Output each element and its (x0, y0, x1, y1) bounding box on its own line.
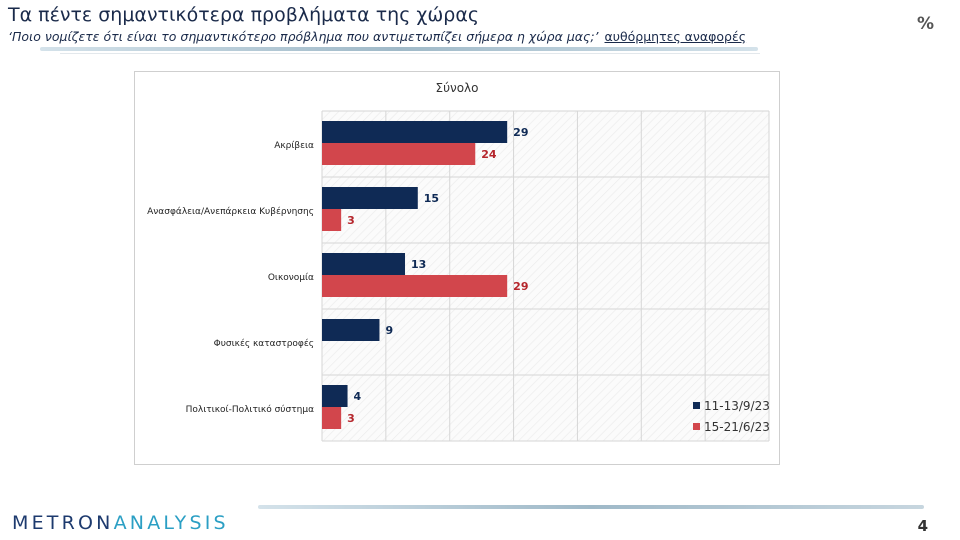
metron-analysis-logo: METRONANALYSIS (12, 512, 229, 534)
bar (322, 143, 476, 165)
data-label: 24 (481, 148, 497, 161)
category-label: Πολιτικοί-Πολιτικό σύστημα (186, 404, 314, 415)
logo-part-metron: METRON (12, 512, 114, 534)
category-label: Οικονομία (268, 273, 314, 283)
chart-title: Σύνολο (435, 81, 478, 95)
bar (322, 187, 418, 209)
bar (322, 121, 508, 143)
legend-label: 15-21/6/23 (704, 420, 770, 434)
subtitle-question: ‘Ποιο νομίζετε ότι είναι το σημαντικότερ… (8, 29, 599, 44)
legend-swatch (693, 402, 700, 409)
bar (322, 253, 406, 275)
logo-part-analysis: ANALYSIS (113, 512, 229, 534)
data-label: 13 (411, 258, 426, 271)
unit-label: % (916, 14, 934, 34)
data-label: 3 (347, 214, 355, 227)
page-number: 4 (917, 517, 928, 535)
header-divider-thin (60, 53, 760, 54)
bar (322, 209, 342, 231)
category-label: Φυσικές καταστροφές (214, 338, 314, 349)
footer-divider (258, 505, 924, 509)
page-title: Τα πέντε σημαντικότερα προβλήματα της χώ… (8, 4, 480, 26)
header-divider (40, 47, 758, 51)
category-label: Ανασφάλεια/Ανεπάρκεια Κυβέρνησης (147, 206, 314, 217)
page-subtitle: ‘Ποιο νομίζετε ότι είναι το σημαντικότερ… (8, 29, 746, 44)
data-label: 3 (347, 412, 355, 425)
subtitle-note: αυθόρμητες αναφορές (604, 29, 747, 44)
category-labels: Ακρίβεια Ανασφάλεια/Ανεπάρκεια Κυβέρνησης… (147, 141, 314, 415)
bar (322, 407, 342, 429)
bars: 29 24 15 3 13 29 9 4 3 (322, 121, 528, 429)
bar (322, 385, 348, 407)
legend-swatch (693, 423, 700, 430)
legend-label: 11-13/9/23 (704, 399, 770, 413)
gridlines (321, 110, 770, 442)
data-label: 4 (354, 390, 362, 403)
bar (322, 319, 380, 341)
data-label: 9 (385, 324, 393, 337)
bar (322, 275, 508, 297)
data-label: 15 (424, 192, 439, 205)
legend: 11-13/9/23 15-21/6/23 (693, 399, 770, 434)
data-label: 29 (513, 126, 528, 139)
category-label: Ακρίβεια (274, 141, 314, 151)
data-label: 29 (513, 280, 528, 293)
